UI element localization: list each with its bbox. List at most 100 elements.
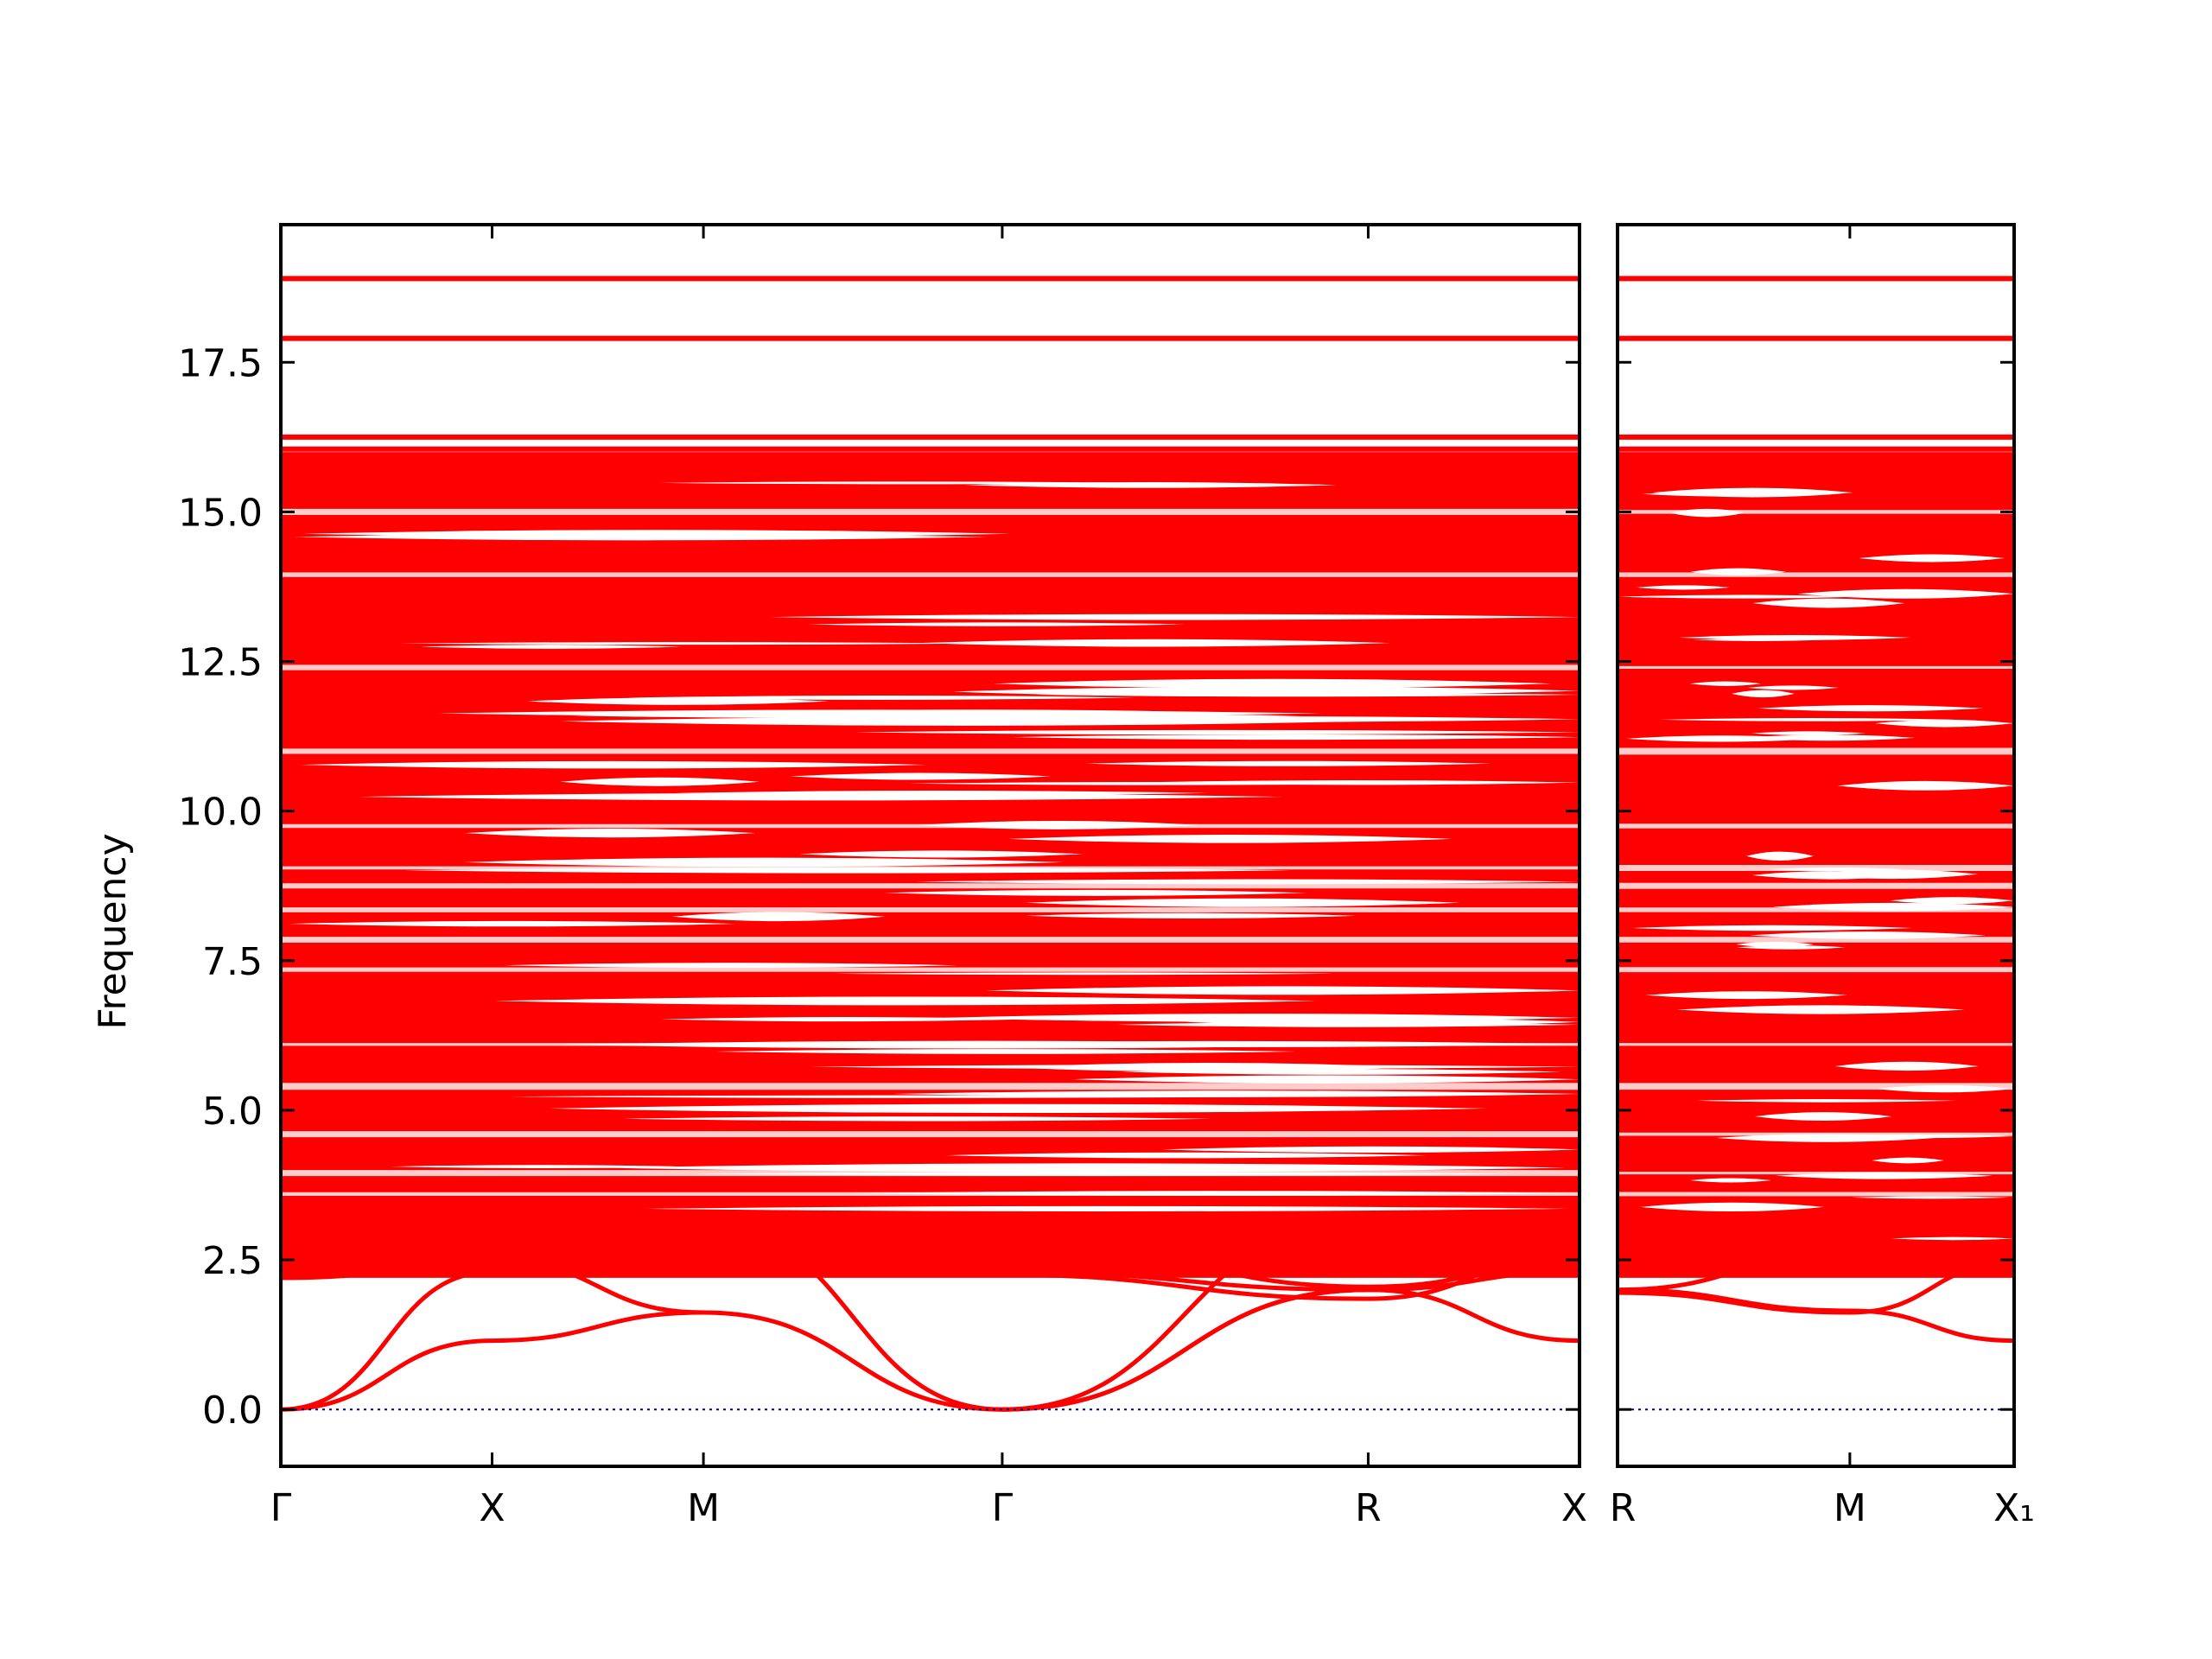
band-gap — [1752, 598, 1905, 608]
band-gap — [1072, 1075, 1580, 1084]
band-gap — [391, 1165, 683, 1169]
band-gap — [1636, 585, 1731, 590]
acoustic-branch — [1618, 1287, 2014, 1344]
x-tick-label: X — [479, 1486, 505, 1530]
y-tick-label: 7.5 — [202, 940, 263, 984]
band-gap — [493, 996, 1317, 1006]
band-gap — [1007, 835, 1452, 843]
band-gap — [1890, 897, 2014, 905]
y-tick-label: 2.5 — [202, 1239, 263, 1283]
band-gap — [798, 709, 1160, 714]
y-tick-label: 12.5 — [178, 641, 263, 685]
band-gap — [572, 713, 1301, 719]
acoustic-branch — [1618, 1261, 2014, 1315]
band-gap — [1651, 487, 1853, 498]
acoustic-branch — [1001, 1251, 1580, 1293]
band-gap — [623, 1116, 1212, 1122]
band-gap — [1834, 1061, 1979, 1071]
band-gap — [770, 613, 1580, 620]
band-gap — [1626, 735, 1820, 742]
acoustic-branch — [1618, 1216, 2014, 1256]
band-gap — [1644, 991, 1847, 1000]
band-gap — [398, 642, 979, 645]
panel-right: R M X₁ — [1610, 223, 2035, 1530]
band-gap — [893, 1090, 1580, 1097]
band-gap — [1689, 1178, 1772, 1183]
band-gap — [510, 1095, 1314, 1098]
band-gap — [1007, 1063, 1412, 1072]
x-tick-label: M — [687, 1486, 720, 1530]
x-tick-label: R — [1355, 1486, 1382, 1530]
band-gap — [834, 972, 1333, 976]
band-gap — [1619, 594, 1859, 599]
band-gap — [945, 1152, 1426, 1159]
frame-left — [279, 223, 1581, 1468]
band-gap — [604, 1163, 1566, 1173]
x-tick-label: R — [1610, 1486, 1637, 1530]
acoustic-branch — [1001, 1269, 1580, 1412]
acoustic-branch — [1001, 1216, 1369, 1412]
band-gap — [1012, 734, 1580, 741]
band-gap — [1754, 1112, 1892, 1122]
band-gap — [560, 716, 1366, 726]
band-gap — [1085, 760, 1491, 766]
acoustic-branch — [703, 1222, 1002, 1412]
band-gap — [789, 772, 1052, 780]
band-gap — [1676, 1005, 1965, 1014]
band-gap — [1034, 692, 1580, 697]
band-gap — [1875, 719, 2014, 728]
band-gap — [1026, 912, 1356, 919]
band-gap — [1162, 1146, 1580, 1154]
band-gap — [884, 889, 1306, 896]
band-gap — [464, 829, 756, 838]
acoustic-branch — [281, 1310, 704, 1412]
band-gap — [549, 1103, 1488, 1113]
x-tick-label: Γ — [270, 1486, 292, 1530]
y-tick-label: 0.0 — [202, 1389, 263, 1433]
frame-right — [1616, 223, 2016, 1468]
band-gap — [299, 760, 927, 769]
band-gap — [1692, 639, 1827, 641]
band-gap — [1632, 925, 1913, 931]
x-tick-label: X — [1561, 1486, 1587, 1530]
acoustic-branch — [1618, 1251, 2014, 1293]
x-tick-label: Γ — [992, 1486, 1014, 1530]
band-gap — [798, 850, 1084, 858]
band-gap — [1757, 705, 1984, 712]
band-gap — [1852, 1196, 2010, 1199]
band-gap — [675, 791, 1208, 796]
band-lines-left — [281, 276, 1580, 1412]
y-tick-label: 17.5 — [178, 341, 263, 385]
x-tick-label: M — [1834, 1486, 1866, 1530]
band-gap — [643, 1205, 1569, 1211]
band-gap — [855, 729, 1580, 735]
band-gap — [1689, 681, 1762, 686]
acoustic-branch — [281, 1245, 1580, 1301]
band-gap — [1747, 685, 1840, 690]
band-gap — [504, 963, 957, 969]
band-gap — [915, 879, 1580, 885]
x-tick-label: X₁ — [1993, 1486, 2035, 1530]
band-gap — [1890, 1236, 2014, 1241]
y-tick-label: 5.0 — [202, 1090, 263, 1134]
y-tick-label: 15.0 — [178, 491, 263, 535]
band-gap — [1751, 731, 1866, 735]
band-gap — [1837, 780, 2014, 791]
band-gap — [1736, 945, 1846, 950]
band-gap — [303, 530, 1010, 538]
band-gap — [671, 912, 885, 922]
y-axis: 0.0 2.5 5.0 7.5 10.0 12.5 15.0 17.5 — [178, 341, 263, 1433]
band-gap — [560, 777, 760, 786]
y-axis-title: Frequency — [91, 833, 135, 1029]
band-gap — [715, 1049, 1296, 1054]
band-gap — [1732, 690, 1795, 698]
band-gap — [808, 622, 1185, 626]
band-gap — [660, 1017, 1026, 1022]
band-gap — [421, 645, 683, 649]
band-gap — [1696, 1099, 1957, 1103]
band-gap — [993, 678, 1553, 689]
band-gap — [944, 1014, 1580, 1022]
band-lines-right — [1618, 276, 2014, 1411]
